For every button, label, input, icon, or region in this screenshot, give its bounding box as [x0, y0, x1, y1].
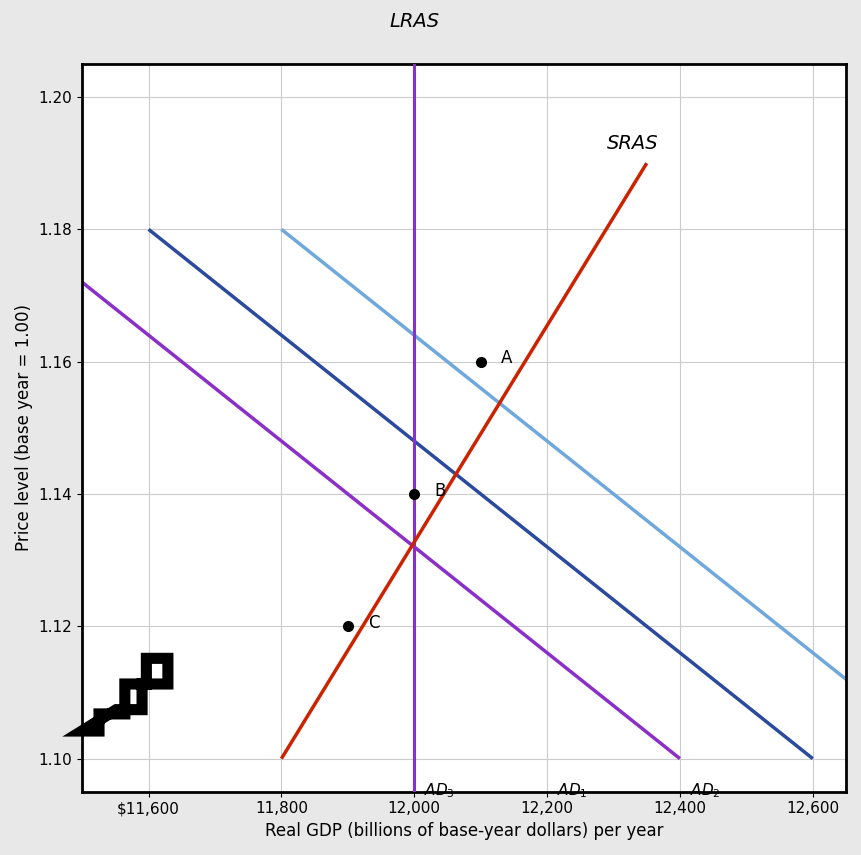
Text: C: C — [368, 614, 379, 632]
Text: $AD_3$: $AD_3$ — [424, 781, 455, 800]
X-axis label: Real GDP (billions of base-year dollars) per year: Real GDP (billions of base-year dollars)… — [265, 822, 663, 840]
Text: B: B — [434, 481, 445, 499]
Text: A: A — [500, 350, 512, 368]
Text: SRAS: SRAS — [607, 134, 659, 153]
Text: $AD_2$: $AD_2$ — [690, 781, 721, 800]
Text: LRAS: LRAS — [389, 12, 439, 31]
Text: $AD_1$: $AD_1$ — [557, 781, 588, 800]
Y-axis label: Price level (base year = 1.00): Price level (base year = 1.00) — [15, 304, 33, 551]
